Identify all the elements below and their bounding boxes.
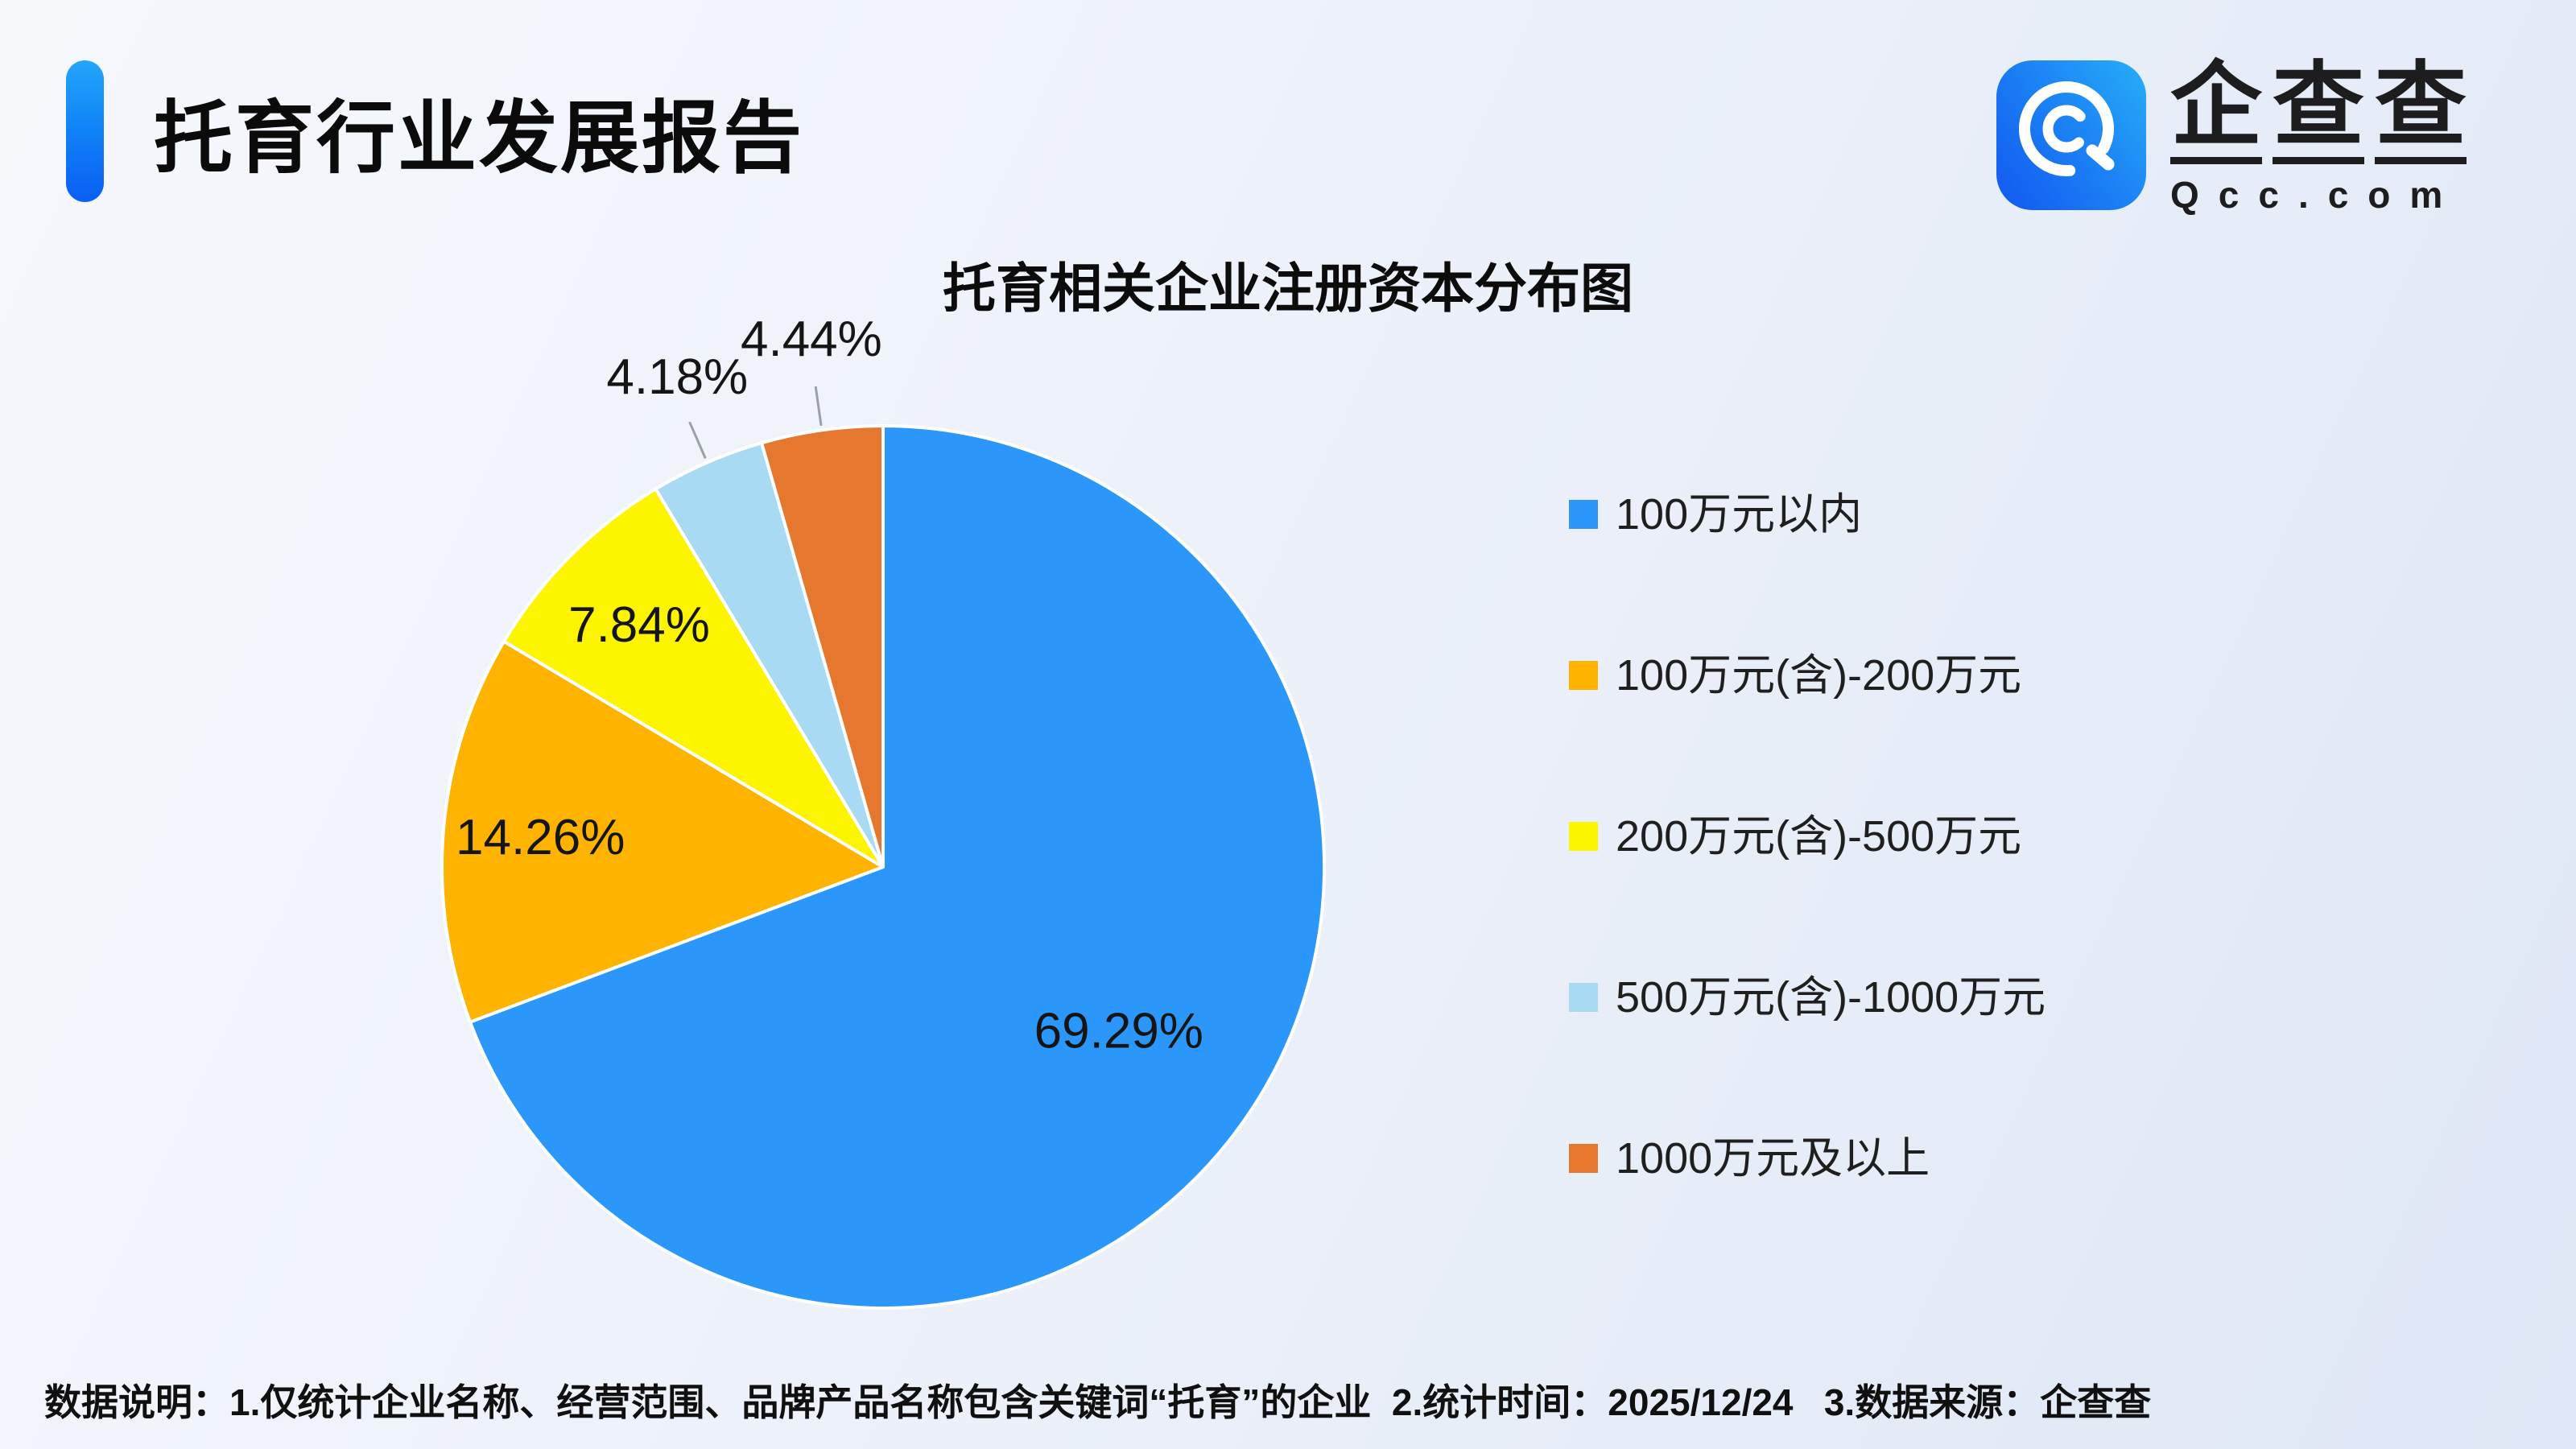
footer-note: 数据说明：1.仅统计企业名称、经营范围、品牌产品名称包含关键词“托育”的企业 2…: [44, 1381, 2152, 1423]
legend-label-4: 1000万元及以上: [1616, 1134, 1930, 1183]
pie-label-2: 7.84%: [568, 597, 710, 653]
pie-slice-1: [440, 639, 885, 1024]
legend-label-3: 500万元(含)-1000万元: [1616, 973, 2046, 1022]
title-accent-bar: [66, 60, 104, 202]
qcc-logo: 企 查 查 Qcc.com: [1996, 60, 2467, 217]
brand-char: 查: [2273, 60, 2365, 164]
pie-slice-0: [469, 424, 1326, 1310]
legend: 100万元以内 100万元(含)-200万元 200万元(含)-500万元 500万元…: [1569, 489, 2046, 1184]
brand-char: 企: [2170, 60, 2263, 164]
legend-label-1: 100万元(含)-200万元: [1616, 651, 2022, 700]
legend-item-3: 500万元(含)-1000万元: [1569, 972, 2046, 1023]
qcc-magnifier-icon: [1996, 60, 2146, 210]
pie-label-0: 69.29%: [1034, 1004, 1203, 1059]
legend-label-0: 100万元以内: [1616, 490, 1863, 539]
legend-marker-3: [1569, 983, 1598, 1012]
pie-svg: 69.29% 14.26% 7.84% 4.18%4.44%: [440, 312, 1326, 1310]
pie-slice-2: [502, 487, 885, 869]
pie-slice-4: [760, 424, 885, 869]
pie-label-1: 14.26%: [456, 810, 625, 865]
pie-leader-line-4: [814, 386, 823, 427]
qcc-brand-domain: Qcc.com: [2170, 174, 2462, 216]
qcc-logo-text: 企 查 查 Qcc.com: [2170, 60, 2467, 217]
pie-chart: 69.29% 14.26% 7.84% 4.18% 4.44%: [361, 265, 1408, 1327]
legend-marker-1: [1569, 661, 1598, 690]
legend-marker-0: [1569, 500, 1598, 529]
legend-item-0: 100万元以内: [1569, 489, 2046, 540]
pie-label-3: 4.18%: [606, 349, 748, 405]
legend-item-4: 1000万元及以上: [1569, 1133, 2046, 1184]
report-header: 托育行业发展报告: [66, 60, 804, 202]
legend-item-2: 200万元(含)-500万元: [1569, 811, 2046, 862]
page-title: 托育行业发展报告: [154, 93, 805, 182]
pie-label-4: 4.44%: [741, 312, 882, 367]
pie-leader-line-3: [688, 421, 707, 459]
brand-char: 查: [2375, 60, 2467, 164]
legend-label-2: 200万元(含)-500万元: [1616, 812, 2022, 861]
qcc-brand-name: 企 查 查: [2170, 60, 2467, 164]
legend-item-1: 100万元(含)-200万元: [1569, 650, 2046, 701]
qcc-magnifier-glyph: [2019, 81, 2115, 176]
legend-marker-4: [1569, 1144, 1598, 1173]
legend-marker-2: [1569, 822, 1598, 851]
chart-title: 托育相关企业注册资本分布图: [943, 258, 1633, 318]
